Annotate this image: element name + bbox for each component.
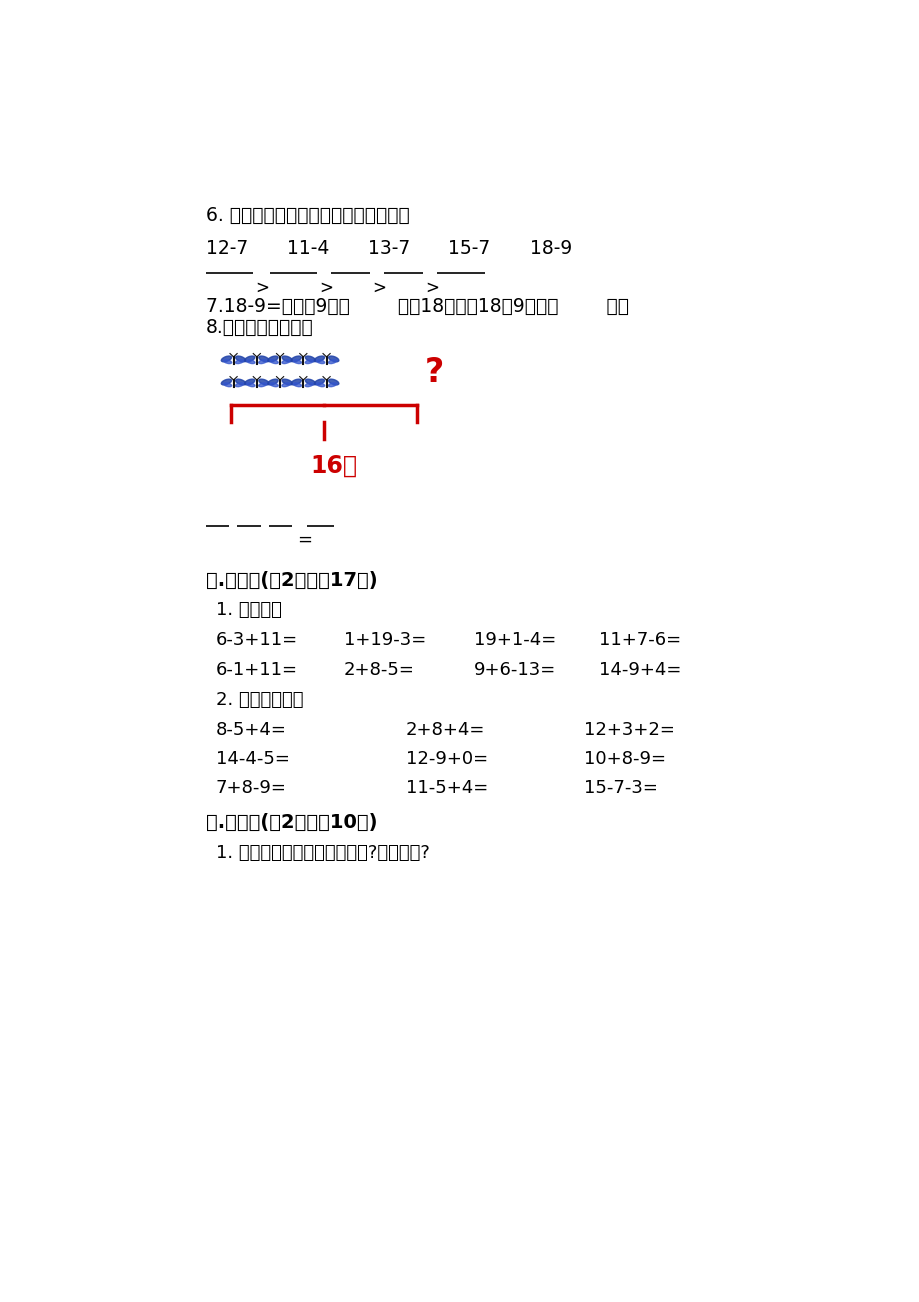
Ellipse shape	[258, 379, 268, 385]
Ellipse shape	[221, 355, 232, 362]
Text: 15-7: 15-7	[448, 240, 490, 258]
Ellipse shape	[314, 379, 324, 385]
Ellipse shape	[267, 355, 278, 362]
Text: =: =	[297, 531, 312, 549]
Text: 15-7-3=: 15-7-3=	[584, 779, 657, 797]
Ellipse shape	[244, 355, 255, 362]
Ellipse shape	[328, 383, 336, 387]
Text: 1. 算一算。: 1. 算一算。	[216, 602, 281, 620]
Ellipse shape	[328, 359, 336, 363]
Ellipse shape	[258, 383, 267, 387]
Text: 7+8-9=: 7+8-9=	[216, 779, 287, 797]
Ellipse shape	[305, 379, 315, 385]
Ellipse shape	[293, 359, 301, 363]
Text: 12-9+0=: 12-9+0=	[405, 750, 487, 768]
Text: >: >	[319, 279, 334, 297]
Ellipse shape	[293, 383, 301, 387]
Ellipse shape	[305, 355, 315, 362]
Text: 2. 计算下面各题: 2. 计算下面各题	[216, 691, 303, 710]
Text: 14-9+4=: 14-9+4=	[598, 660, 681, 678]
Text: 2+8+4=: 2+8+4=	[405, 720, 484, 738]
Ellipse shape	[221, 379, 232, 385]
Text: 四.计算题(共2题，共17分): 四.计算题(共2题，共17分)	[206, 570, 377, 590]
Ellipse shape	[305, 359, 313, 363]
Ellipse shape	[246, 359, 255, 363]
Text: 8-5+4=: 8-5+4=	[216, 720, 287, 738]
Ellipse shape	[246, 383, 255, 387]
Text: 2+8-5=: 2+8-5=	[344, 660, 414, 678]
Text: 7.18-9=？想：9加（        ）得18，所以18冗9等于（        ）。: 7.18-9=？想：9加（ ）得18，所以18冗9等于（ ）。	[206, 297, 628, 316]
Text: 11-5+4=: 11-5+4=	[405, 779, 487, 797]
Text: 6-1+11=: 6-1+11=	[216, 660, 298, 678]
Text: >: >	[425, 279, 438, 297]
Ellipse shape	[235, 355, 245, 362]
Ellipse shape	[282, 383, 289, 387]
Ellipse shape	[290, 379, 301, 385]
Ellipse shape	[235, 379, 245, 385]
Text: 6. 按得数的大小把下面的算式排一排。: 6. 按得数的大小把下面的算式排一排。	[206, 206, 409, 225]
Text: 8.看一看，填一填。: 8.看一看，填一填。	[206, 318, 313, 337]
Text: 12-7: 12-7	[206, 240, 247, 258]
Ellipse shape	[258, 359, 267, 363]
Text: 14-4-5=: 14-4-5=	[216, 750, 289, 768]
Ellipse shape	[328, 379, 338, 385]
Text: ?: ?	[425, 357, 444, 389]
Ellipse shape	[223, 359, 232, 363]
Text: >: >	[372, 279, 386, 297]
Ellipse shape	[282, 355, 292, 362]
Text: 16个: 16个	[310, 454, 357, 478]
Text: 13-7: 13-7	[368, 240, 410, 258]
Ellipse shape	[235, 359, 244, 363]
Ellipse shape	[282, 379, 292, 385]
Ellipse shape	[316, 359, 324, 363]
Ellipse shape	[328, 355, 338, 362]
Text: 11+7-6=: 11+7-6=	[598, 631, 681, 650]
Text: >: >	[255, 279, 269, 297]
Ellipse shape	[270, 359, 278, 363]
Text: 11-4: 11-4	[287, 240, 329, 258]
Ellipse shape	[235, 383, 244, 387]
Text: 10+8-9=: 10+8-9=	[584, 750, 665, 768]
Text: 6-3+11=: 6-3+11=	[216, 631, 298, 650]
Ellipse shape	[290, 355, 301, 362]
Ellipse shape	[244, 379, 255, 385]
Text: 18-9: 18-9	[529, 240, 572, 258]
Text: 9+6-13=: 9+6-13=	[473, 660, 555, 678]
Ellipse shape	[316, 383, 324, 387]
Text: 1. 下面的图中有哪些平面图形?各有几个?: 1. 下面的图中有哪些平面图形?各有几个?	[216, 844, 429, 862]
Text: 五.作图题(共2题，共10分): 五.作图题(共2题，共10分)	[206, 812, 377, 832]
Ellipse shape	[267, 379, 278, 385]
Text: 19+1-4=: 19+1-4=	[473, 631, 555, 650]
Text: 12+3+2=: 12+3+2=	[584, 720, 674, 738]
Ellipse shape	[270, 383, 278, 387]
Text: 1+19-3=: 1+19-3=	[344, 631, 425, 650]
Ellipse shape	[314, 355, 324, 362]
Ellipse shape	[305, 383, 313, 387]
Ellipse shape	[258, 355, 268, 362]
Ellipse shape	[223, 383, 232, 387]
Ellipse shape	[282, 359, 289, 363]
